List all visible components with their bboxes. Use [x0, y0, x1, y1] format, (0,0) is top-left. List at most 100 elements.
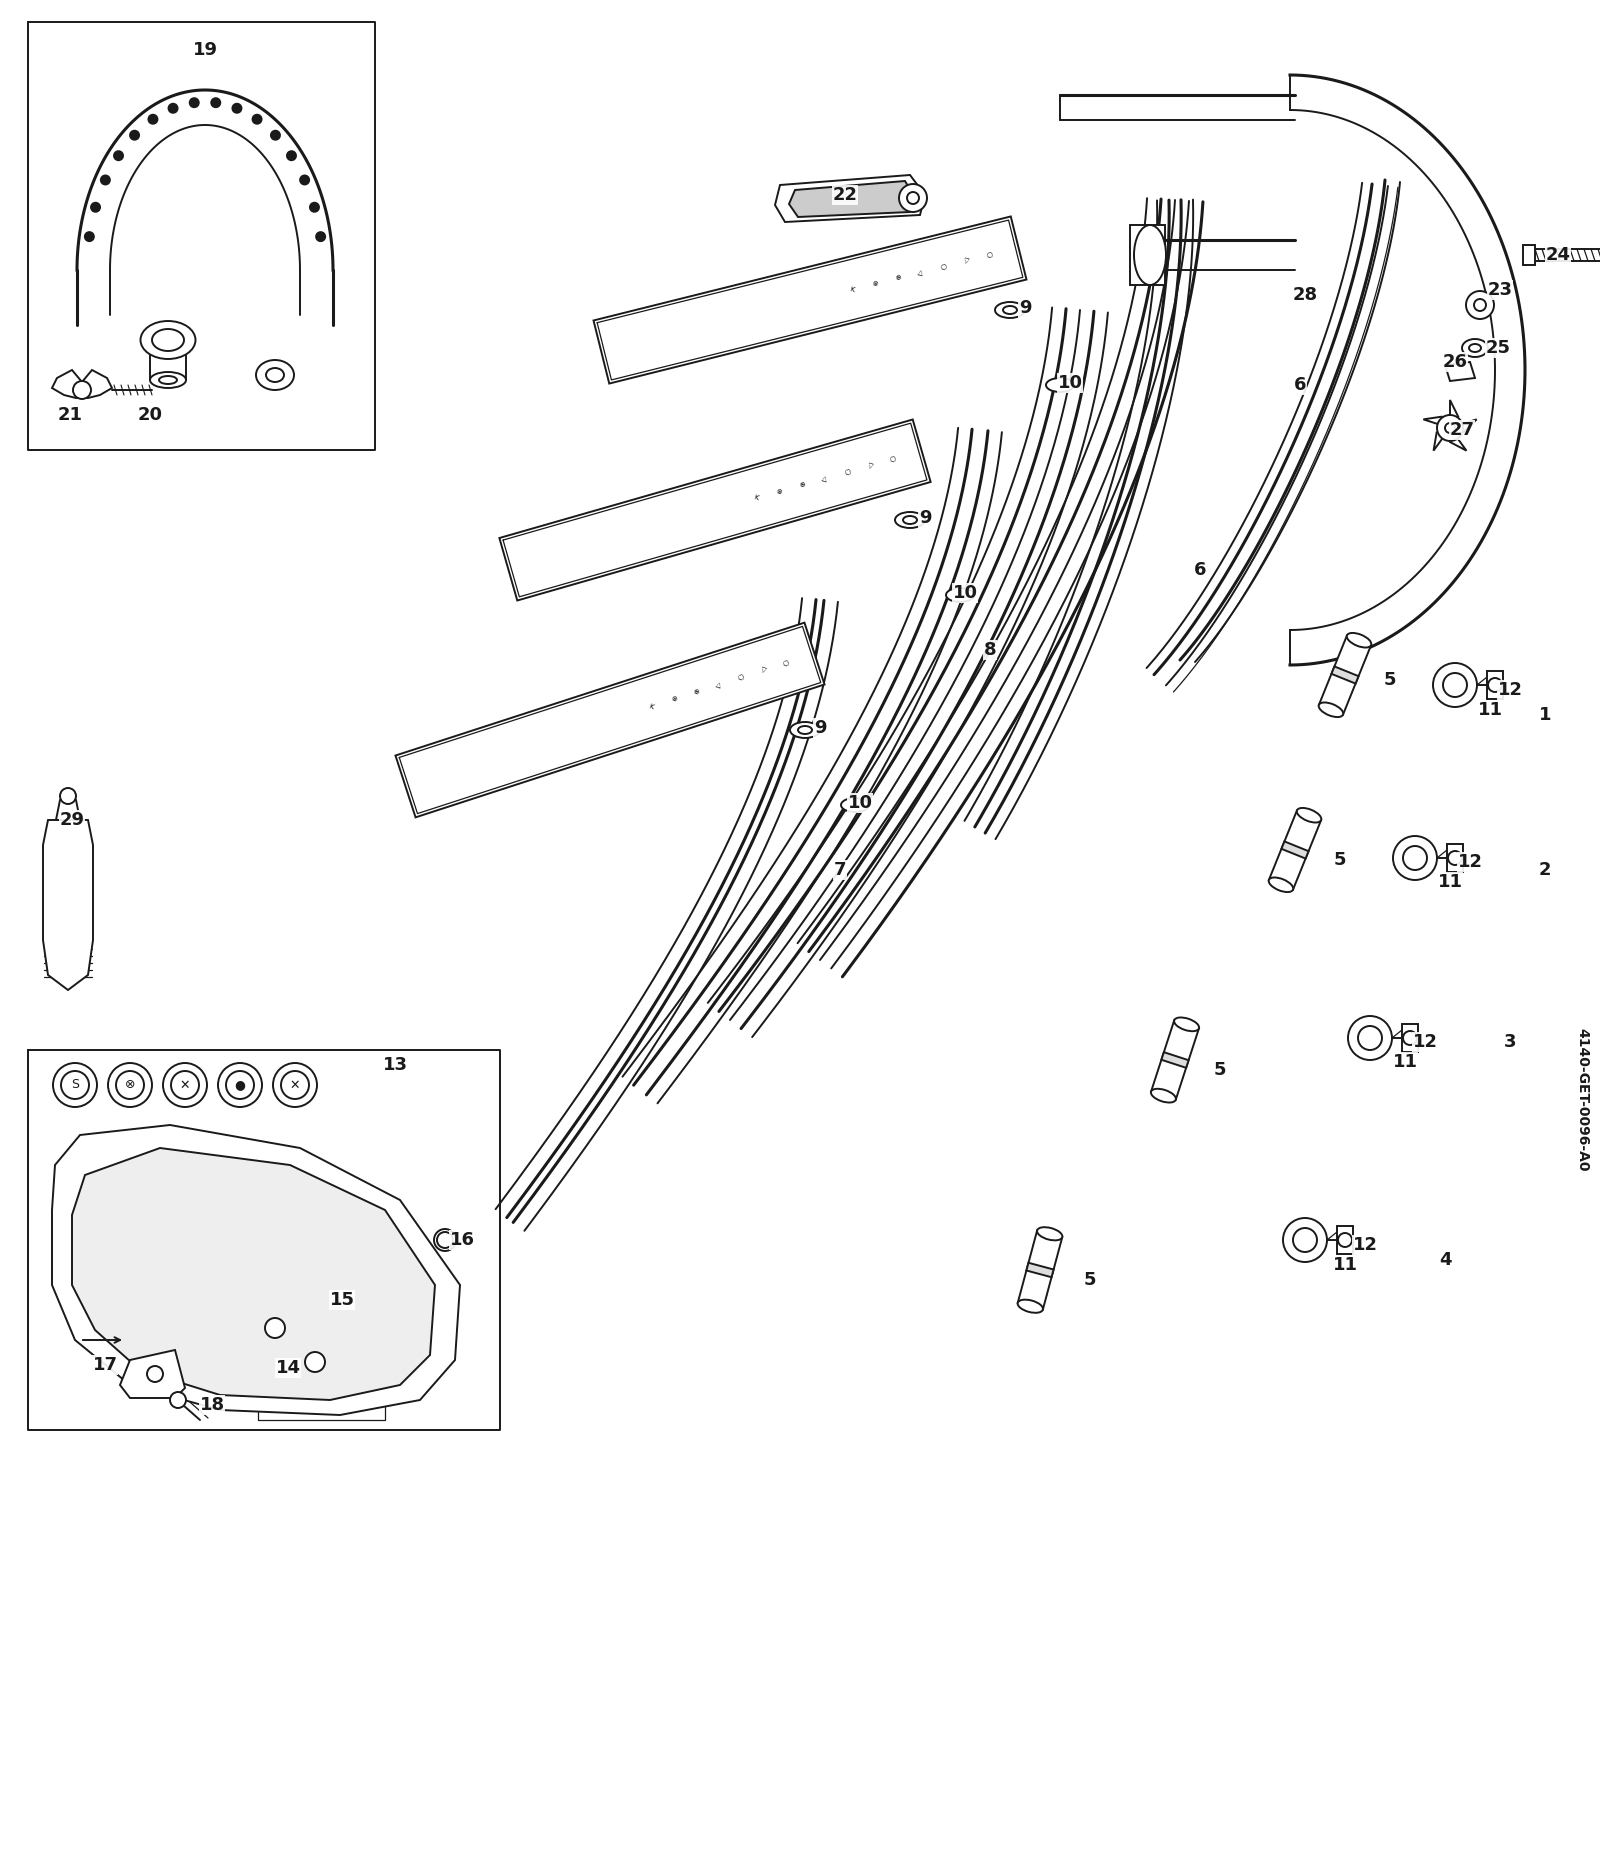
- Circle shape: [226, 1070, 254, 1098]
- Text: ○: ○: [782, 659, 790, 666]
- Circle shape: [1403, 1031, 1418, 1046]
- Polygon shape: [1130, 225, 1165, 284]
- Text: △: △: [821, 475, 827, 483]
- Circle shape: [253, 114, 261, 123]
- Text: 12: 12: [1413, 1033, 1437, 1052]
- Circle shape: [1474, 299, 1486, 311]
- Text: ✕: ✕: [290, 1078, 301, 1091]
- Ellipse shape: [1037, 1227, 1062, 1240]
- Text: 26: 26: [1443, 354, 1467, 370]
- Circle shape: [109, 1063, 152, 1108]
- Polygon shape: [1486, 672, 1502, 700]
- Circle shape: [1338, 1233, 1352, 1246]
- Text: 28: 28: [1293, 286, 1317, 303]
- Polygon shape: [594, 217, 1027, 384]
- Text: 17: 17: [93, 1356, 117, 1373]
- Polygon shape: [1269, 810, 1322, 889]
- Text: 5: 5: [1384, 672, 1397, 689]
- Circle shape: [115, 1070, 144, 1098]
- Circle shape: [310, 202, 318, 211]
- Circle shape: [907, 193, 918, 204]
- Circle shape: [1445, 423, 1454, 432]
- Circle shape: [266, 1317, 285, 1338]
- Polygon shape: [72, 1149, 435, 1400]
- Text: 18: 18: [200, 1396, 224, 1414]
- Text: 11: 11: [1437, 874, 1462, 891]
- Text: S: S: [70, 1078, 78, 1091]
- Text: 12: 12: [1498, 681, 1523, 700]
- Text: 3: 3: [1504, 1033, 1517, 1052]
- Circle shape: [190, 97, 198, 107]
- Circle shape: [1434, 662, 1477, 707]
- Ellipse shape: [894, 513, 925, 528]
- Circle shape: [170, 1392, 186, 1409]
- Ellipse shape: [266, 369, 285, 382]
- Ellipse shape: [1296, 808, 1322, 823]
- Circle shape: [130, 131, 139, 140]
- Ellipse shape: [1269, 877, 1293, 892]
- Ellipse shape: [150, 372, 186, 387]
- Ellipse shape: [434, 1229, 456, 1252]
- Text: 5: 5: [1214, 1061, 1226, 1080]
- Circle shape: [232, 103, 242, 112]
- Text: 24: 24: [1546, 245, 1571, 264]
- Text: 11: 11: [1333, 1255, 1357, 1274]
- Text: ○: ○: [986, 251, 994, 258]
- Text: 5: 5: [1083, 1270, 1096, 1289]
- Text: 23: 23: [1488, 281, 1512, 299]
- Text: 5: 5: [1334, 851, 1346, 868]
- Circle shape: [149, 114, 157, 123]
- Text: 2: 2: [1539, 861, 1552, 879]
- Text: 8: 8: [984, 642, 997, 659]
- Circle shape: [101, 176, 110, 185]
- Polygon shape: [1424, 417, 1450, 428]
- Circle shape: [1283, 1218, 1326, 1263]
- Circle shape: [1347, 1016, 1392, 1061]
- Polygon shape: [1450, 428, 1467, 451]
- Ellipse shape: [256, 359, 294, 389]
- Circle shape: [1488, 677, 1502, 692]
- Text: 22: 22: [832, 185, 858, 204]
- Polygon shape: [43, 819, 93, 990]
- Ellipse shape: [141, 322, 195, 359]
- Text: K: K: [648, 703, 654, 711]
- Polygon shape: [56, 801, 80, 819]
- Text: ⊗: ⊗: [776, 488, 782, 496]
- Circle shape: [168, 103, 178, 112]
- Circle shape: [61, 788, 77, 805]
- Ellipse shape: [902, 516, 917, 524]
- Circle shape: [1358, 1025, 1382, 1050]
- Circle shape: [53, 1063, 98, 1108]
- Circle shape: [61, 1070, 90, 1098]
- Text: 11: 11: [1392, 1053, 1418, 1070]
- Polygon shape: [1402, 1023, 1418, 1052]
- Text: ▽: ▽: [867, 462, 874, 470]
- Text: ✕: ✕: [179, 1078, 190, 1091]
- Ellipse shape: [946, 587, 974, 602]
- Polygon shape: [1450, 419, 1477, 432]
- Polygon shape: [1282, 842, 1309, 859]
- Polygon shape: [120, 1351, 186, 1398]
- Polygon shape: [51, 370, 112, 399]
- Text: 12: 12: [1458, 853, 1483, 872]
- Circle shape: [85, 232, 94, 241]
- Text: 14: 14: [275, 1358, 301, 1377]
- Text: △: △: [917, 269, 923, 277]
- Text: ⊗: ⊗: [870, 281, 878, 288]
- Circle shape: [147, 1366, 163, 1383]
- Text: 19: 19: [192, 41, 218, 60]
- Text: ⊕: ⊕: [798, 481, 805, 488]
- Ellipse shape: [1150, 1089, 1176, 1102]
- Text: ●: ●: [235, 1078, 245, 1091]
- Polygon shape: [1446, 844, 1462, 872]
- Circle shape: [1437, 415, 1462, 442]
- Text: 4140-GET-0096-A0: 4140-GET-0096-A0: [1574, 1029, 1589, 1171]
- Circle shape: [274, 1063, 317, 1108]
- Circle shape: [1403, 846, 1427, 870]
- Ellipse shape: [1018, 1300, 1043, 1313]
- Text: ⊕: ⊕: [693, 689, 699, 696]
- Circle shape: [270, 131, 280, 140]
- Polygon shape: [1434, 428, 1450, 451]
- Text: △: △: [715, 681, 722, 689]
- Ellipse shape: [1318, 702, 1344, 717]
